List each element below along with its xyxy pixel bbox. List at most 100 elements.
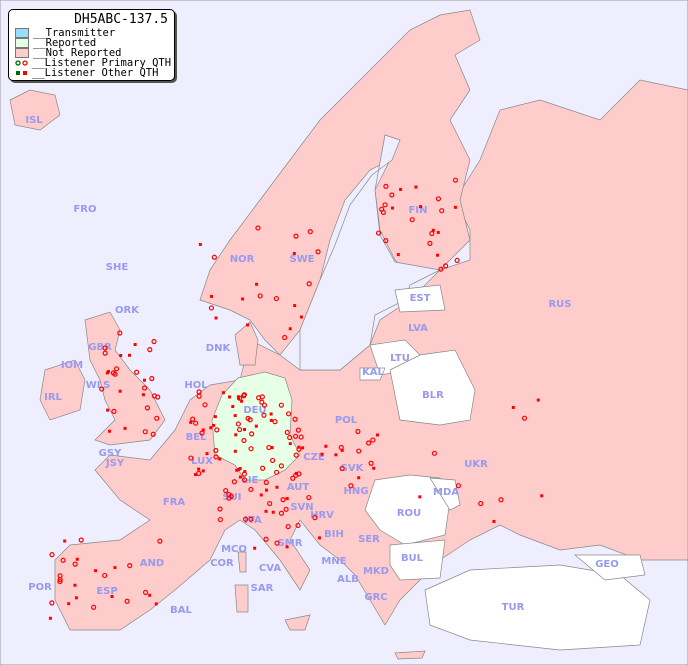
listener-other-marker <box>414 185 418 189</box>
listener-primary-marker <box>208 305 215 311</box>
country-label-fro: FRO <box>73 204 96 215</box>
listener-primary-marker <box>261 412 267 418</box>
listener-other-marker <box>123 426 127 430</box>
listener-other-marker <box>334 453 338 457</box>
listener-other-marker <box>73 583 77 587</box>
listener-primary-marker <box>312 515 318 521</box>
region-mda <box>429 477 461 511</box>
listener-primary-marker <box>49 600 55 606</box>
listener-primary-marker <box>389 192 395 198</box>
country-label-esp: ESP <box>96 586 117 597</box>
listener-other-marker <box>194 473 198 477</box>
listener-other-marker <box>285 545 289 549</box>
listener-other-marker <box>235 468 239 472</box>
listener-primary-marker <box>111 408 117 414</box>
listener-primary-marker <box>269 457 276 464</box>
listener-primary-marker <box>150 431 156 437</box>
listener-other-marker <box>264 488 268 492</box>
listener-other-marker <box>357 476 361 480</box>
listener-primary-marker <box>296 471 302 477</box>
listener-primary-marker <box>248 446 254 452</box>
listener-primary-marker <box>429 230 435 237</box>
listener-other-marker <box>213 415 217 419</box>
listener-primary-marker <box>439 208 445 214</box>
listener-primary-marker <box>278 402 284 408</box>
transmitter-swatch <box>15 28 29 38</box>
listener-primary-marker <box>370 437 376 443</box>
listener-other-marker <box>492 519 496 523</box>
listener-other-marker <box>233 414 237 418</box>
listener-other-marker <box>234 433 238 437</box>
listener-other-marker <box>536 398 540 402</box>
region-geo <box>574 554 646 581</box>
listener-primary-marker <box>124 598 130 604</box>
land-sar <box>234 584 249 613</box>
map-title: DH5ABC-137.5 <box>74 12 168 27</box>
listener-primary-marker <box>213 447 219 454</box>
listener-primary-marker <box>213 454 219 460</box>
listener-other-marker <box>320 452 324 456</box>
country-label-mkd: MKD <box>363 566 389 577</box>
listener-primary-marker <box>307 228 313 235</box>
listener-other-marker <box>141 393 145 397</box>
listener-primary-marker <box>295 522 301 529</box>
listener-other-marker <box>390 206 394 210</box>
not-reported-swatch <box>15 48 29 58</box>
listener-other-marker <box>340 448 344 452</box>
listener-primary-marker <box>259 399 265 405</box>
listener-other-marker <box>119 353 123 357</box>
listener-other-marker <box>221 391 225 395</box>
country-label-cor: COR <box>210 558 234 569</box>
listener-primary-marker <box>248 486 254 493</box>
country-label-rou: ROU <box>397 508 421 519</box>
listener-primary-marker <box>196 393 202 399</box>
listener-primary-marker <box>261 402 268 408</box>
listener-primary-marker <box>273 295 280 302</box>
listener-primary-marker <box>306 281 312 287</box>
listener-primary-marker <box>102 345 108 351</box>
listener-primary-marker <box>338 444 344 451</box>
country-label-wls: WLS <box>86 380 111 391</box>
listener-primary-marker <box>236 426 243 433</box>
listener-other-marker <box>540 494 544 498</box>
country-label-jsy: JSY <box>105 458 125 469</box>
listener-other-marker <box>118 389 122 393</box>
listener-other-marker <box>293 304 297 308</box>
listener-primary-marker <box>228 493 234 499</box>
listener-primary-marker <box>383 238 389 244</box>
listener-primary-marker <box>142 589 149 595</box>
listener-primary-marker <box>285 523 291 530</box>
listener-primary-marker <box>368 460 374 466</box>
country-label-bel: BEL <box>186 432 207 443</box>
country-label-isl: ISL <box>25 115 43 126</box>
country-label-fra: FRA <box>163 497 186 508</box>
listener-primary-marker <box>231 479 237 485</box>
listener-other-marker <box>317 536 321 540</box>
country-label-bal: BAL <box>170 605 192 616</box>
listener-other-marker <box>240 399 244 403</box>
legend-label: __Transmitter <box>33 27 116 39</box>
country-label-svn: SVN <box>290 502 313 513</box>
listener-primary-marker <box>245 415 251 421</box>
country-label-aut: AUT <box>287 482 310 493</box>
listener-primary-marker <box>249 431 255 437</box>
listener-other-marker <box>154 602 158 606</box>
listener-primary-marker <box>199 430 205 436</box>
listener-primary-marker <box>284 429 290 435</box>
listener-primary-marker <box>241 477 248 483</box>
listener-primary-marker <box>241 437 247 444</box>
listener-primary-marker <box>274 540 280 546</box>
country-label-sui: SUI <box>222 492 241 503</box>
listener-primary-marker <box>292 416 298 422</box>
country-label-swe: SWE <box>289 254 314 265</box>
listener-primary-marker <box>427 240 433 247</box>
listener-primary-marker <box>99 386 105 392</box>
listener-other-marker <box>246 323 250 327</box>
country-label-grc: GRC <box>364 592 387 603</box>
listener-other-marker <box>399 187 403 191</box>
listener-other-marker <box>511 405 515 409</box>
region-rou <box>364 474 451 546</box>
listener-other-marker <box>189 420 193 424</box>
country-label-ork: ORK <box>115 305 140 316</box>
listener-other-marker <box>255 282 259 286</box>
